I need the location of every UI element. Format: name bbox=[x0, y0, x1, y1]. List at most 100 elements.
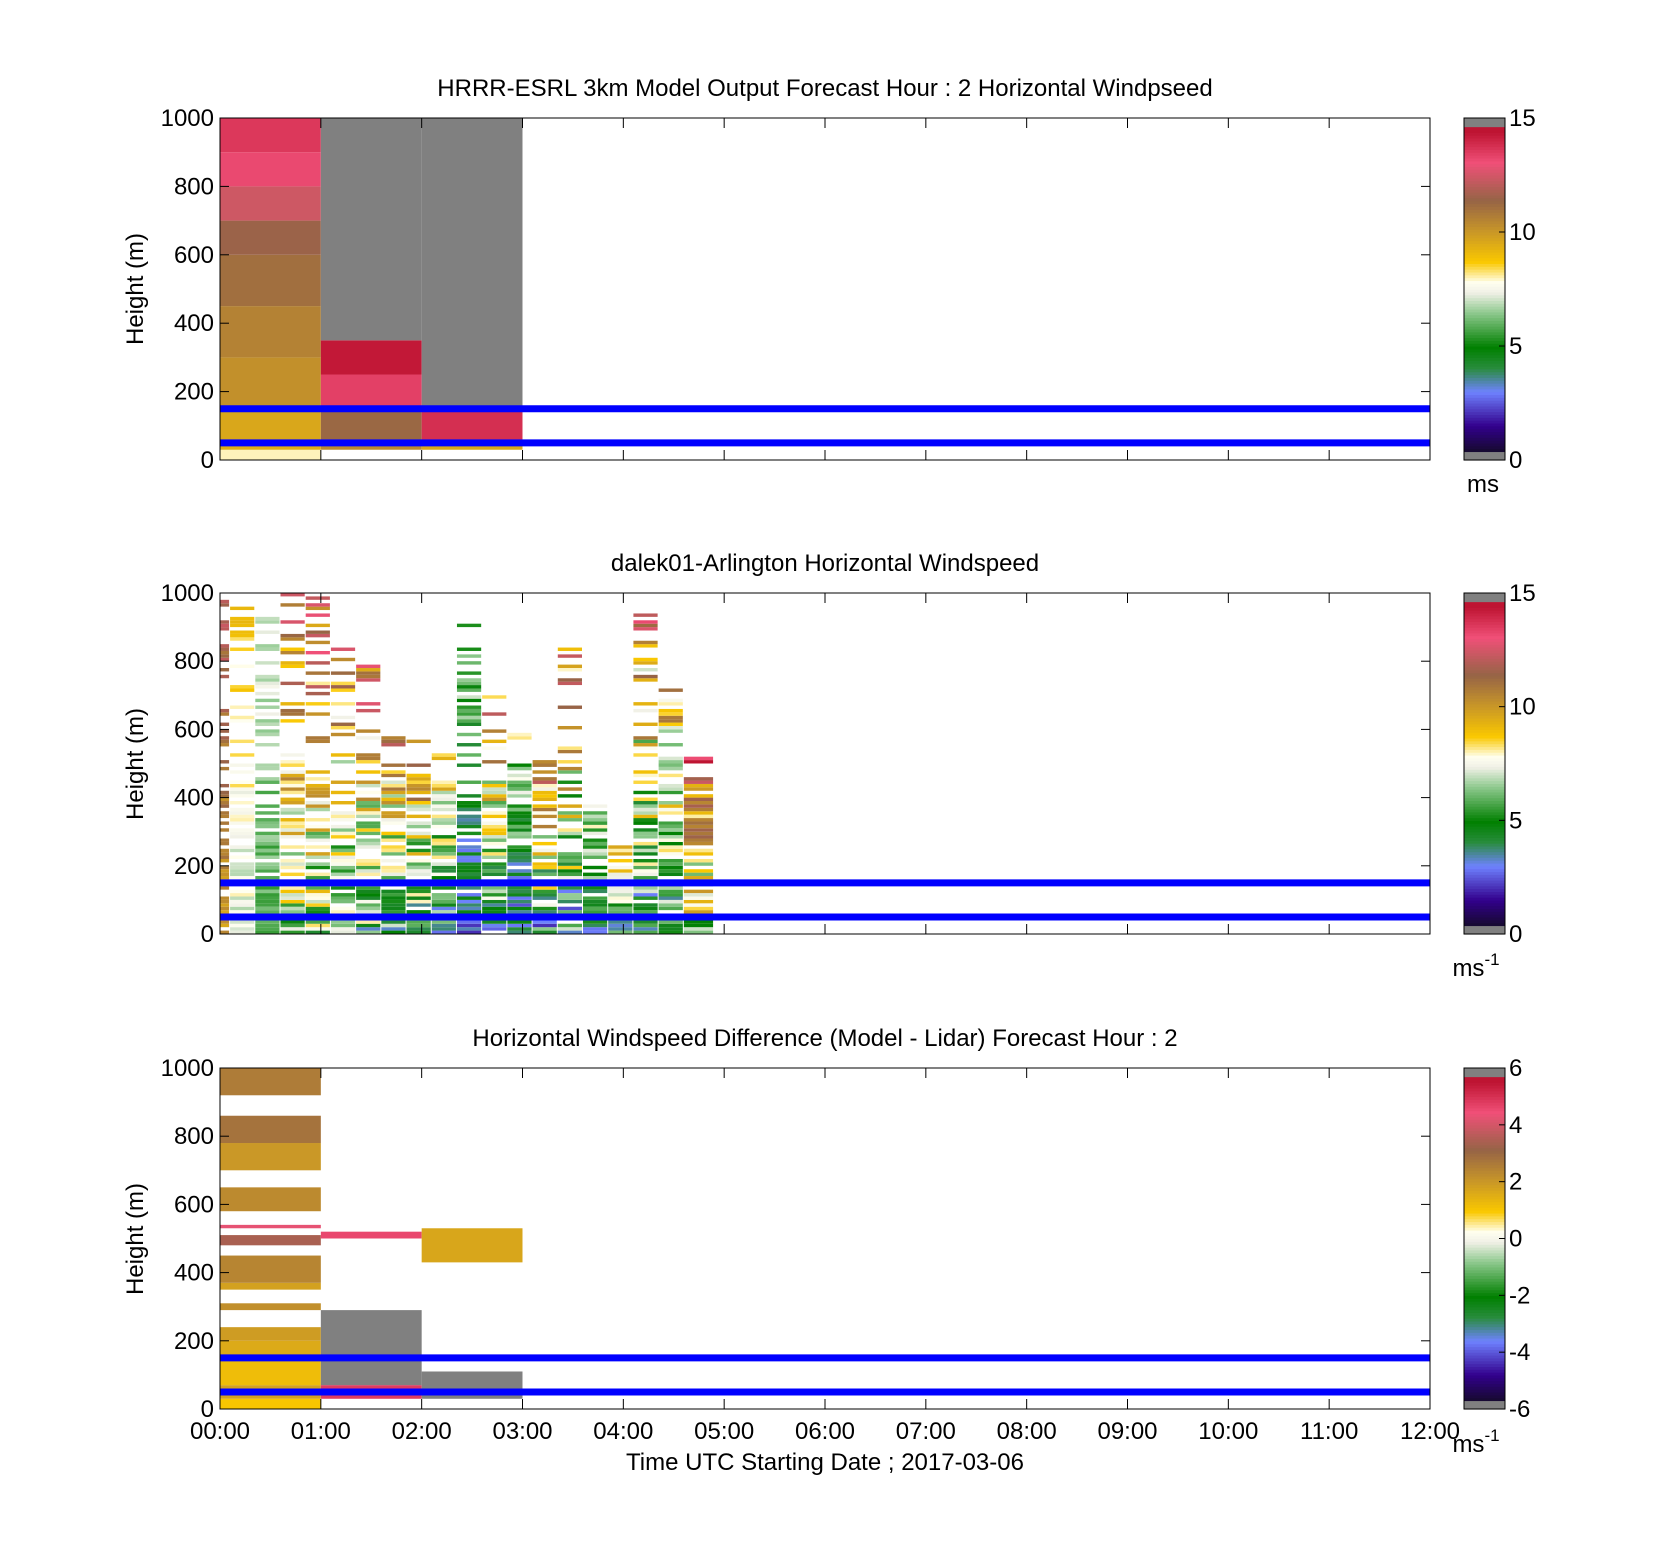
y-axis-label: Height (m) bbox=[122, 233, 149, 345]
colorbar-swatch bbox=[1464, 397, 1505, 401]
heatmap-cell bbox=[330, 831, 356, 836]
colorbar-swatch bbox=[1464, 1107, 1505, 1112]
colorbar-swatch bbox=[1464, 808, 1505, 813]
colorbar-swatch bbox=[1464, 394, 1505, 398]
x-tick-label: 02:00 bbox=[392, 1418, 452, 1445]
colorbar-swatch bbox=[1464, 1343, 1505, 1348]
heatmap-cell bbox=[381, 893, 406, 897]
heatmap-cell bbox=[557, 910, 582, 914]
heatmap-cell bbox=[683, 906, 714, 911]
colorbar-swatch bbox=[1464, 1099, 1505, 1103]
heatmap-cell bbox=[255, 722, 280, 726]
x-tick-label: 01:00 bbox=[291, 1418, 351, 1445]
heatmap-cell bbox=[255, 647, 280, 651]
heatmap-cell bbox=[658, 804, 683, 808]
heatmap-cell bbox=[507, 927, 532, 931]
colorbar-swatch bbox=[1464, 641, 1505, 645]
heatmap-cell bbox=[608, 869, 633, 873]
heatmap-cell bbox=[381, 783, 406, 788]
heatmap-cell bbox=[507, 828, 532, 832]
heatmap-cell bbox=[583, 838, 608, 842]
heatmap-cell bbox=[220, 1398, 321, 1409]
heatmap-cell bbox=[280, 664, 305, 669]
heatmap-cell bbox=[608, 852, 633, 856]
colorbar-swatch bbox=[1464, 894, 1505, 898]
colorbar-swatch bbox=[1464, 618, 1505, 623]
heatmap-cell bbox=[305, 640, 330, 645]
heatmap-cell bbox=[280, 893, 305, 897]
heatmap-cell bbox=[230, 647, 255, 651]
heatmap-cell bbox=[507, 858, 532, 863]
heatmap-cell bbox=[220, 449, 321, 460]
colorbar-swatch bbox=[1464, 129, 1505, 133]
heatmap-cell bbox=[658, 719, 683, 723]
colorbar-swatch bbox=[1464, 132, 1505, 136]
heatmap-cell bbox=[683, 787, 714, 791]
heatmap-cell bbox=[305, 650, 330, 655]
colorbar-swatch bbox=[1464, 442, 1505, 447]
colorbar-swatch bbox=[1464, 777, 1505, 782]
heatmap-cell bbox=[507, 766, 532, 771]
colorbar-swatch bbox=[1464, 709, 1505, 713]
heatmap-cell bbox=[431, 756, 456, 761]
x-axis-ticks bbox=[219, 593, 1431, 934]
heatmap-cell bbox=[230, 633, 255, 638]
heatmap-cell bbox=[431, 790, 456, 795]
heatmap-cell bbox=[356, 858, 381, 863]
colorbar-swatch bbox=[1464, 880, 1505, 884]
heatmap-cell bbox=[633, 848, 658, 853]
heatmap-cell bbox=[220, 1068, 321, 1096]
heatmap-cell bbox=[557, 678, 582, 682]
heatmap-cell bbox=[583, 818, 608, 822]
heatmap-cell bbox=[230, 685, 255, 689]
heatmap-cell bbox=[482, 824, 507, 829]
colorbar-swatch bbox=[1464, 715, 1505, 719]
heatmap-cell bbox=[507, 886, 532, 890]
heatmap-cell bbox=[583, 899, 608, 904]
heatmap-cell bbox=[255, 678, 280, 682]
heatmap-cell bbox=[583, 923, 608, 928]
heatmap-cell bbox=[255, 719, 280, 723]
heatmap-cell bbox=[507, 787, 532, 791]
colorbar-swatch bbox=[1464, 440, 1505, 444]
heatmap-cell bbox=[557, 855, 582, 859]
heatmap-cell bbox=[456, 831, 482, 836]
colorbar-swatch bbox=[1464, 260, 1505, 264]
heatmap-cell bbox=[330, 858, 356, 863]
colorbar-tick-label: -4 bbox=[1509, 1339, 1530, 1366]
heatmap-cell bbox=[658, 688, 683, 692]
heatmap-cell bbox=[507, 920, 532, 924]
heatmap-cell bbox=[532, 862, 557, 866]
heatmap-cell bbox=[456, 647, 482, 651]
heatmap-cell bbox=[230, 869, 255, 873]
y-tick-label: 200 bbox=[174, 1328, 214, 1355]
heatmap-cell bbox=[532, 920, 557, 924]
heatmap-cell bbox=[381, 790, 406, 795]
heatmap-cell bbox=[230, 623, 255, 628]
heatmap-cell bbox=[220, 814, 230, 819]
heatmap-cell bbox=[356, 831, 381, 836]
heatmap-cell bbox=[658, 743, 683, 747]
heatmap-cell bbox=[255, 835, 280, 839]
colorbar-swatch bbox=[1464, 1181, 1505, 1186]
colorbar-swatch bbox=[1464, 328, 1505, 333]
heatmap-cell bbox=[557, 664, 582, 669]
heatmap-cell bbox=[305, 783, 330, 788]
heatmap-cell bbox=[406, 927, 431, 931]
heatmap-cell bbox=[220, 729, 230, 733]
heatmap-cell bbox=[633, 930, 658, 934]
heatmap-cell bbox=[658, 715, 683, 720]
heatmap-cell bbox=[220, 627, 230, 631]
heatmap-cell bbox=[280, 828, 305, 832]
colorbar-swatch bbox=[1464, 1389, 1505, 1393]
heatmap-cell bbox=[456, 722, 482, 726]
heatmap-cell bbox=[280, 818, 305, 822]
heatmap-cell bbox=[633, 841, 658, 846]
heatmap-cell bbox=[406, 831, 431, 836]
heatmap-cell bbox=[583, 920, 608, 924]
heatmap-cell bbox=[406, 920, 431, 924]
heatmap-cell bbox=[608, 927, 633, 931]
heatmap-cell bbox=[658, 756, 683, 761]
colorbar-swatch bbox=[1464, 760, 1505, 765]
colorbar-swatch bbox=[1464, 1357, 1505, 1362]
